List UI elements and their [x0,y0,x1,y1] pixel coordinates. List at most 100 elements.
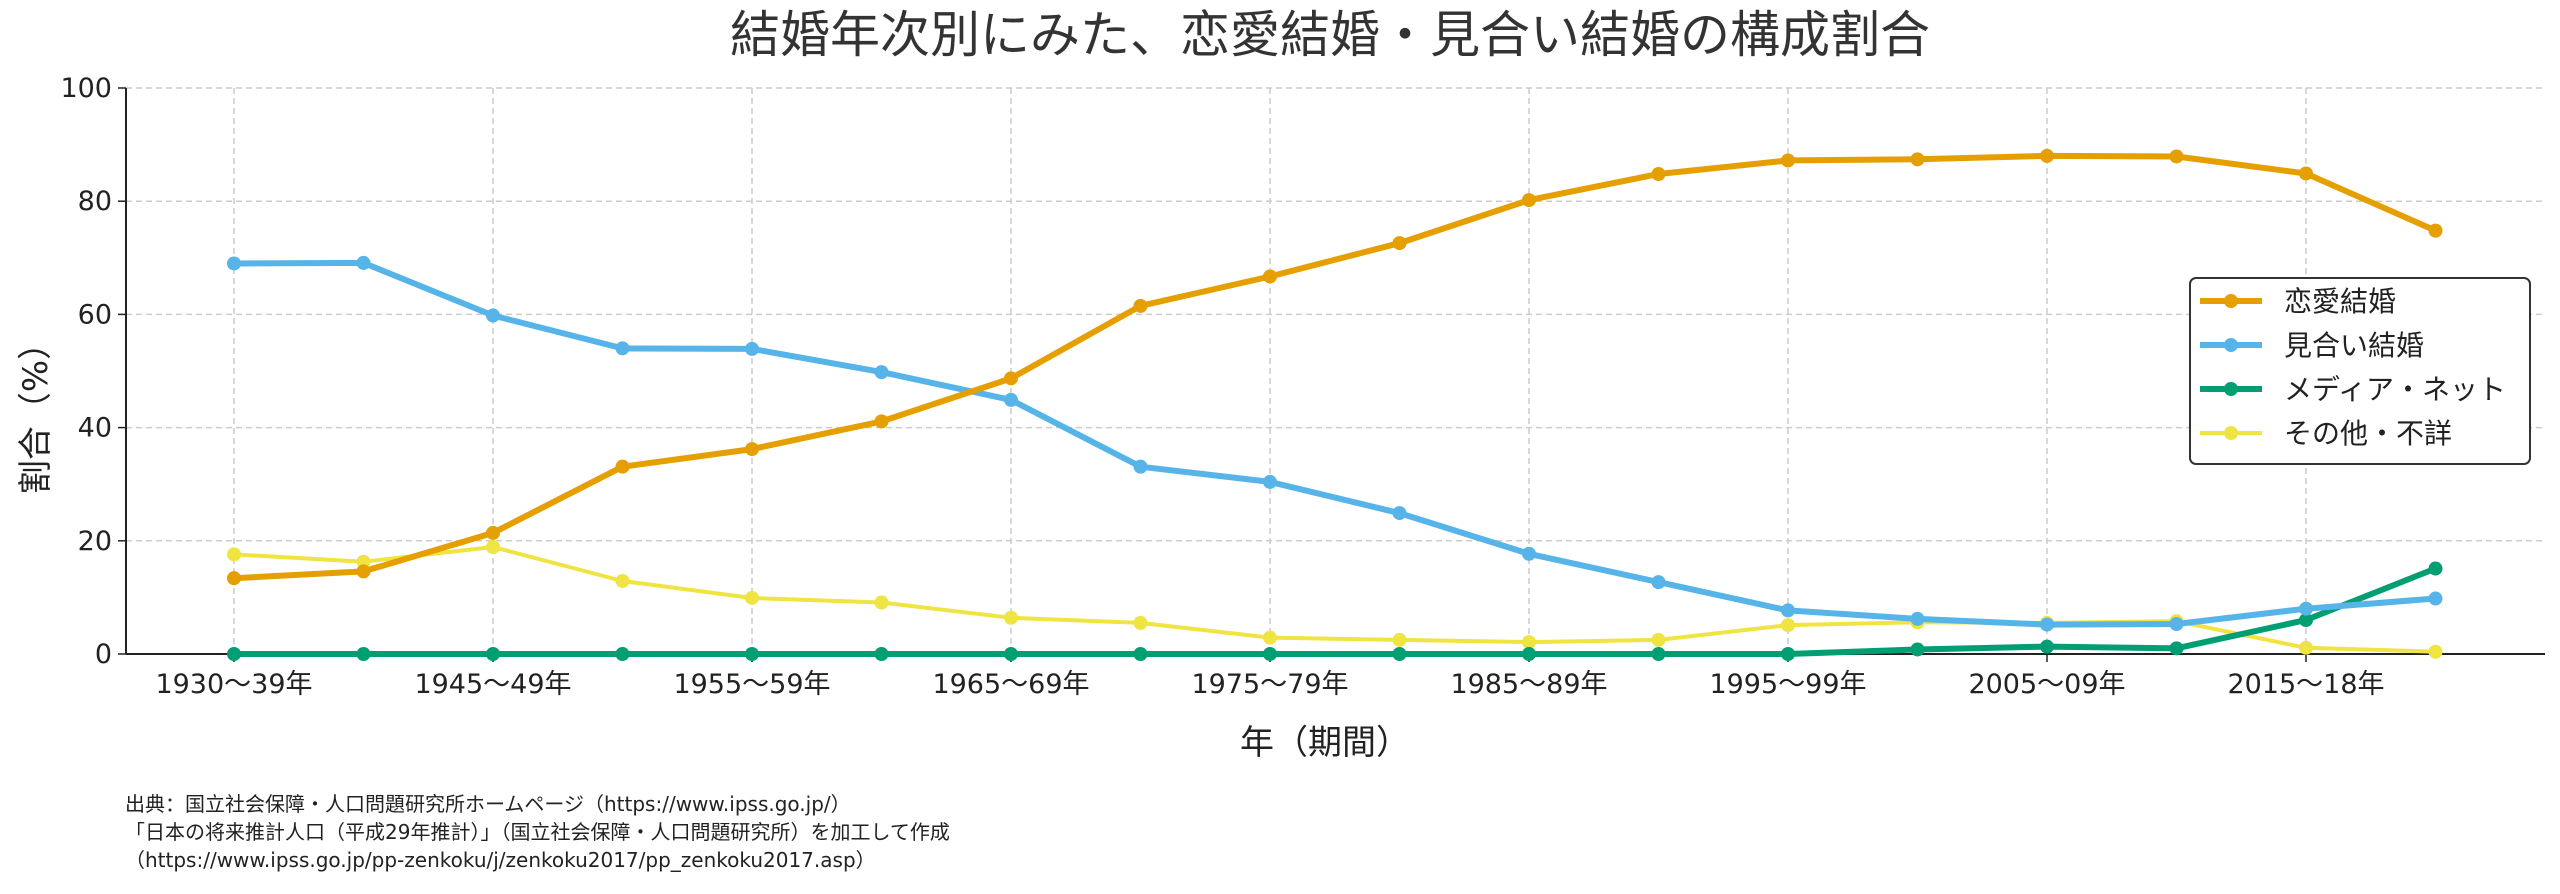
series-line-arranged-marriage [231,259,2439,628]
source-line-2: 「日本の将来推計人口（平成29年推計）」（国立社会保障・人口問題研究所）を加工し… [125,820,950,844]
data-point-arranged-marriage [486,308,500,323]
data-point-other-unknown [615,573,630,588]
data-point-love-marriage [2040,148,2054,163]
legend-label: 恋愛結婚 [2284,285,2396,318]
legend-swatch-marker [2224,294,2238,308]
data-point-arranged-marriage [615,341,630,356]
data-point-arranged-marriage [1263,474,1277,489]
data-point-arranged-marriage [2040,617,2054,632]
grid [126,87,2545,654]
data-point-media-net [874,647,889,661]
data-point-media-net [615,647,630,661]
data-point-arranged-marriage [2428,591,2443,606]
data-point-other-unknown [1392,632,1407,647]
legend-item-arranged-marriage: 見合い結婚 [2200,329,2424,362]
data-point-media-net [1133,647,1148,661]
y-tick-label: 0 [95,639,112,670]
legend-swatch-marker [2224,338,2238,352]
data-point-media-net [1781,647,1795,661]
x-tick-label: 1965〜69年 [932,669,1089,700]
legend-item-other-unknown: その他・不詳 [2200,417,2452,450]
data-point-arranged-marriage [2299,601,2313,616]
chart-title: 結婚年次別にみた、恋愛結婚・見合い結婚の構成割合 [730,6,1930,64]
series-line-other-unknown [232,545,2438,654]
y-axis-label: 割合（%） [16,326,56,494]
data-point-arranged-marriage [227,256,241,271]
y-tick-label: 100 [60,73,112,104]
data-point-media-net [745,647,759,661]
data-point-media-net [356,647,371,661]
data-point-other-unknown [1133,615,1148,630]
legend-label: その他・不詳 [2284,417,2452,450]
x-axis-label: 年（期間） [1240,723,1410,763]
data-point-arranged-marriage [356,255,371,270]
data-point-love-marriage [2299,166,2313,181]
data-point-other-unknown [2299,640,2313,655]
legend-item-love-marriage: 恋愛結婚 [2200,285,2396,318]
x-tick-label: 1955〜59年 [673,669,830,700]
legend-item-media-net: メディア・ネット [2200,373,2506,406]
data-point-media-net [486,647,500,661]
legend-label: メディア・ネット [2284,373,2506,406]
data-point-media-net [1004,647,1018,661]
x-tick-label: 2015〜18年 [2227,669,2384,700]
series-media-net [227,561,2443,661]
legend-swatch-marker [2224,426,2238,440]
data-point-arranged-marriage [1522,546,1536,561]
series [227,148,2443,661]
data-point-love-marriage [1133,298,1148,313]
data-point-media-net [2169,641,2184,656]
data-point-other-unknown [1522,635,1536,650]
data-point-arranged-marriage [1781,603,1795,618]
data-point-love-marriage [1910,152,1925,167]
data-point-media-net [1522,647,1536,661]
series-love-marriage [227,148,2443,586]
x-tick-label: 2005〜09年 [1968,669,2125,700]
data-point-other-unknown [486,540,500,555]
series-line-love-marriage [231,152,2439,582]
data-point-love-marriage [1004,371,1018,386]
data-point-media-net [2428,561,2443,576]
data-point-other-unknown [874,595,889,610]
data-point-love-marriage [1651,167,1666,182]
data-point-arranged-marriage [745,341,759,356]
series-line-media-net [231,565,2439,657]
legend-swatch-marker [2224,382,2238,396]
data-point-love-marriage [1781,153,1795,168]
data-point-love-marriage [874,414,889,429]
source-note: 出典：国立社会保障・人口問題研究所ホームページ（https://www.ipss… [125,790,950,874]
data-point-love-marriage [356,564,371,579]
data-point-arranged-marriage [1910,611,1925,626]
data-point-arranged-marriage [1004,392,1018,407]
y-ticks: 0 20 40 60 80 100 [60,73,126,670]
data-point-love-marriage [1392,236,1407,251]
data-point-other-unknown [227,547,241,562]
data-point-love-marriage [745,442,759,457]
data-point-love-marriage [1522,193,1536,208]
series-arranged-marriage [227,255,2443,632]
legend-box [2189,277,2531,465]
data-point-other-unknown [1651,632,1666,647]
data-point-media-net [227,647,241,661]
data-point-love-marriage [486,525,500,540]
x-tick-label: 1985〜89年 [1450,669,1607,700]
x-tick-label: 1945〜49年 [414,669,571,700]
data-point-love-marriage [2428,223,2443,238]
data-point-other-unknown [745,590,759,605]
data-point-media-net [1910,642,1925,657]
series-other-unknown [227,540,2443,659]
data-point-arranged-marriage [1392,506,1407,521]
data-point-arranged-marriage [874,365,889,380]
y-tick-label: 20 [78,526,112,557]
data-point-media-net [2040,639,2054,654]
data-point-media-net [1651,647,1666,661]
source-line-1: 出典：国立社会保障・人口問題研究所ホームページ（https://www.ipss… [125,792,851,816]
x-ticks: 1930〜39年 1945〜49年 1955〜59年 1965〜69年 1975〜79年… [155,654,2385,700]
data-point-other-unknown [1263,630,1277,645]
data-point-other-unknown [356,554,371,569]
data-point-love-marriage [2169,149,2184,164]
x-tick-label: 1930〜39年 [155,669,312,700]
data-point-other-unknown [1781,618,1795,633]
